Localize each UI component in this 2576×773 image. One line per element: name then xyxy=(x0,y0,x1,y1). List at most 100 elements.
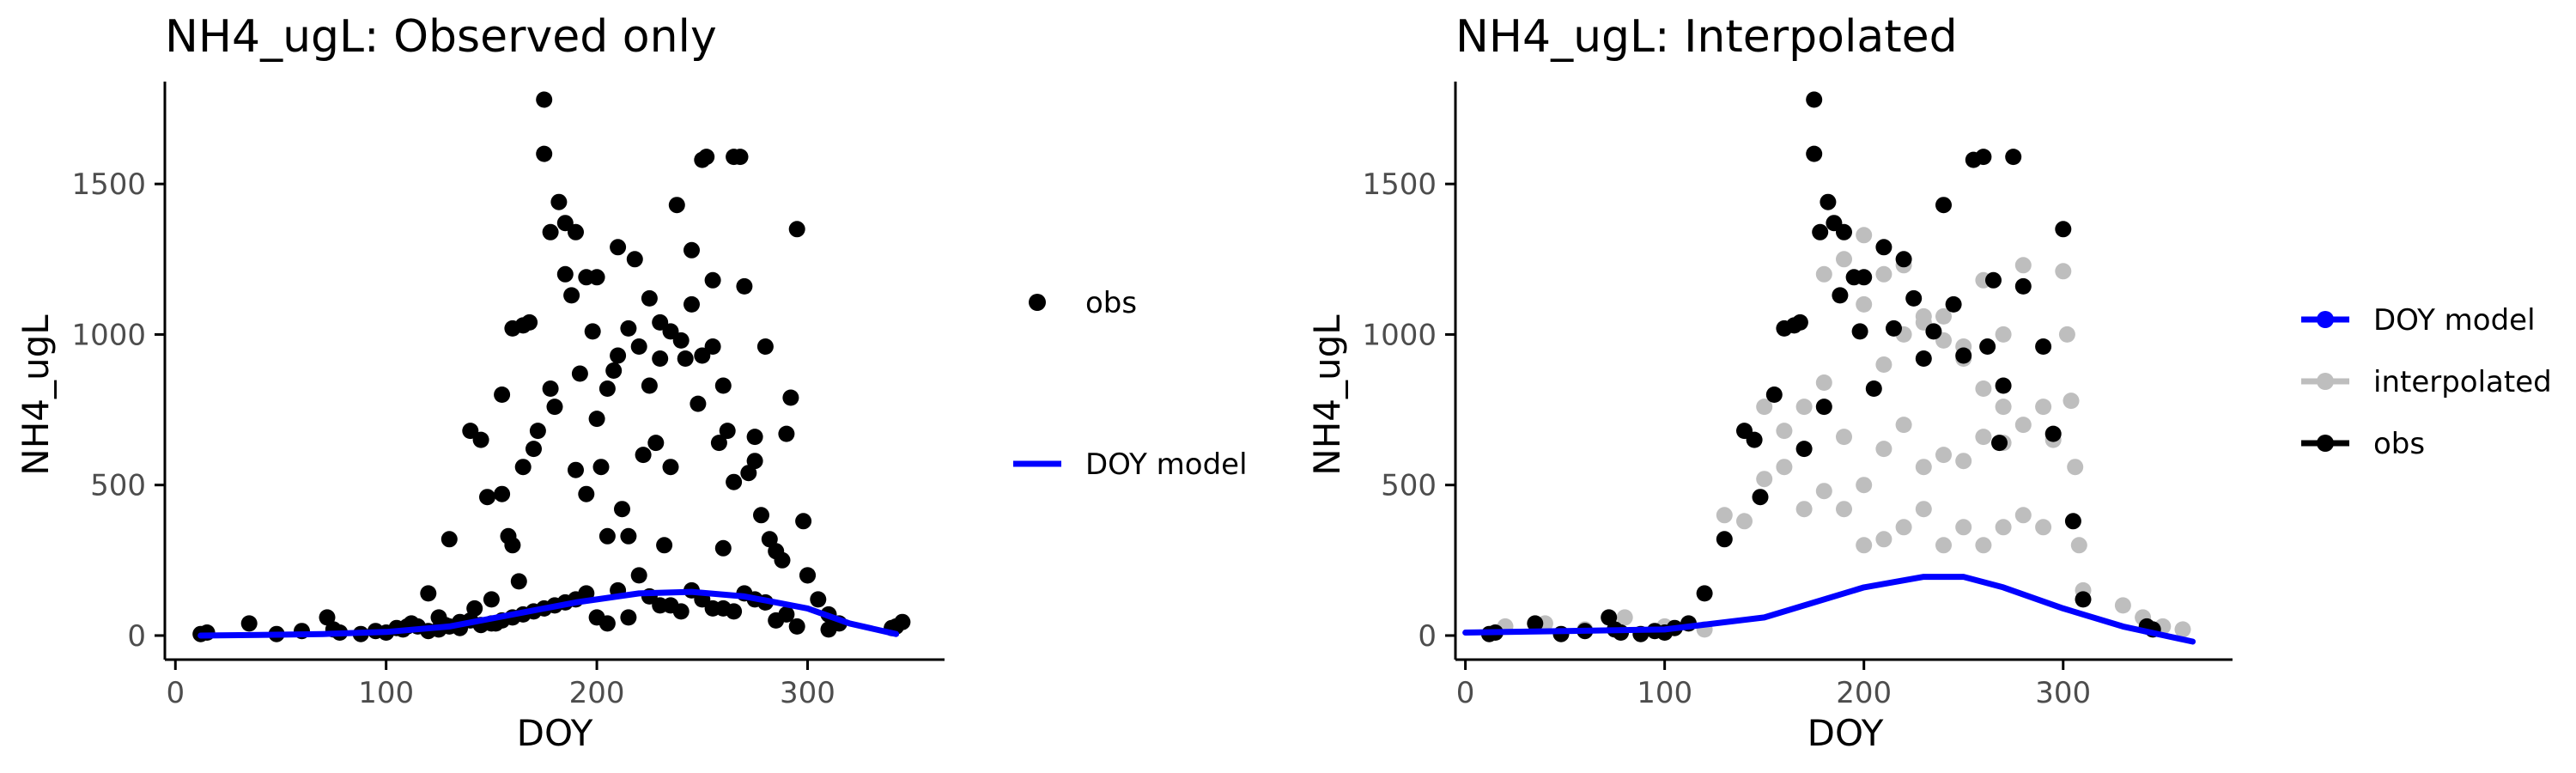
data-point xyxy=(782,389,799,406)
data-point xyxy=(521,313,538,331)
legend-key-point xyxy=(1029,294,1046,311)
data-point xyxy=(761,531,778,548)
series-interpolated xyxy=(1497,227,2191,638)
data-point xyxy=(626,251,643,268)
data-point xyxy=(1836,501,1852,518)
data-point xyxy=(1955,453,1972,470)
y-tick-label: 0 xyxy=(1418,619,1437,654)
panel-title: NH4_ugL: Interpolated xyxy=(1455,11,1958,63)
data-point xyxy=(683,295,700,313)
y-tick-label: 500 xyxy=(1381,469,1437,503)
legend: DOY model interpolated obs xyxy=(2301,303,2552,461)
data-point xyxy=(726,603,743,620)
data-point xyxy=(1875,265,1893,283)
y-axis-title: NH4_ugL xyxy=(1306,314,1348,476)
data-point xyxy=(1991,435,2008,452)
data-point xyxy=(1955,347,1972,364)
legend-key-point xyxy=(2317,435,2334,452)
y-tick-label: 1000 xyxy=(71,318,146,352)
data-point xyxy=(1756,399,1773,416)
data-point xyxy=(1935,447,1952,464)
data-point xyxy=(1925,323,1942,340)
panel-observed-only: NH4_ugL: Observed only 0 100 200 300 0 500 100… xyxy=(15,11,1248,754)
data-point xyxy=(536,91,553,108)
data-point xyxy=(1776,459,1793,476)
data-point xyxy=(1836,429,1852,446)
panel-interpolated: NH4_ugL: Interpolated 0 100 200 300 0 500 1000… xyxy=(1306,11,2552,754)
series-obs xyxy=(1480,91,2161,642)
data-point xyxy=(1985,271,2002,289)
legend-item: obs xyxy=(1029,286,1137,320)
data-point xyxy=(2064,513,2081,530)
data-point xyxy=(620,527,637,545)
data-point xyxy=(656,537,673,554)
data-point xyxy=(2075,591,2092,608)
data-point xyxy=(571,365,588,382)
data-point xyxy=(641,289,658,307)
data-point xyxy=(1995,519,2012,536)
data-point xyxy=(726,473,743,490)
legend-item: obs xyxy=(2301,427,2425,461)
data-point xyxy=(610,347,627,364)
model-line xyxy=(1462,574,2196,645)
data-point xyxy=(2055,221,2072,238)
data-point xyxy=(1765,386,1783,403)
data-point xyxy=(1955,519,1972,536)
x-tick-label: 0 xyxy=(1456,676,1475,710)
data-point xyxy=(714,539,732,557)
data-point xyxy=(526,441,542,458)
data-point xyxy=(1975,149,1992,166)
data-point xyxy=(568,223,584,240)
data-point xyxy=(546,399,563,416)
legend-item: interpolated xyxy=(2301,365,2552,399)
data-point xyxy=(1935,197,1952,214)
data-point xyxy=(542,223,559,240)
data-point xyxy=(1886,320,1902,337)
legend-key-point xyxy=(2317,373,2334,390)
data-point xyxy=(635,447,652,464)
data-point xyxy=(1995,377,2012,394)
data-point xyxy=(598,615,616,632)
y-tick-label: 500 xyxy=(90,469,146,503)
data-point xyxy=(578,485,595,502)
data-point xyxy=(568,461,584,478)
data-point xyxy=(620,320,637,337)
data-point xyxy=(1915,350,1932,367)
data-point xyxy=(1832,287,1849,304)
data-point xyxy=(614,501,630,518)
data-point xyxy=(746,453,763,470)
data-point xyxy=(440,531,458,548)
data-point xyxy=(746,429,763,446)
data-point xyxy=(1975,380,1992,397)
data-point xyxy=(1856,477,1873,494)
data-point xyxy=(677,350,694,367)
x-tick-label: 200 xyxy=(569,676,625,710)
y-tick-label: 1500 xyxy=(71,167,146,202)
y-tick-label: 1500 xyxy=(1362,167,1437,202)
data-point xyxy=(795,513,812,530)
data-point xyxy=(2063,393,2080,410)
x-tick-label: 300 xyxy=(780,676,835,710)
data-point xyxy=(1995,326,2012,343)
data-point xyxy=(799,567,816,584)
data-point xyxy=(494,485,511,502)
data-point xyxy=(732,149,749,166)
data-point xyxy=(1851,323,1868,340)
y-tick-label: 0 xyxy=(127,619,146,654)
data-point xyxy=(1875,441,1893,458)
data-point xyxy=(1865,380,1882,397)
data-point xyxy=(2114,597,2131,614)
data-point xyxy=(1979,338,1996,355)
legend-item: DOY model xyxy=(2301,303,2536,338)
data-point xyxy=(1856,227,1873,244)
data-point xyxy=(472,431,489,448)
data-point xyxy=(1875,531,1893,548)
data-point xyxy=(1836,223,1852,240)
data-point xyxy=(2014,417,2032,434)
data-point xyxy=(778,425,795,442)
data-point xyxy=(504,537,521,554)
data-point xyxy=(319,609,336,626)
data-point xyxy=(704,600,721,617)
data-point xyxy=(810,591,827,608)
data-point xyxy=(1935,307,1952,325)
